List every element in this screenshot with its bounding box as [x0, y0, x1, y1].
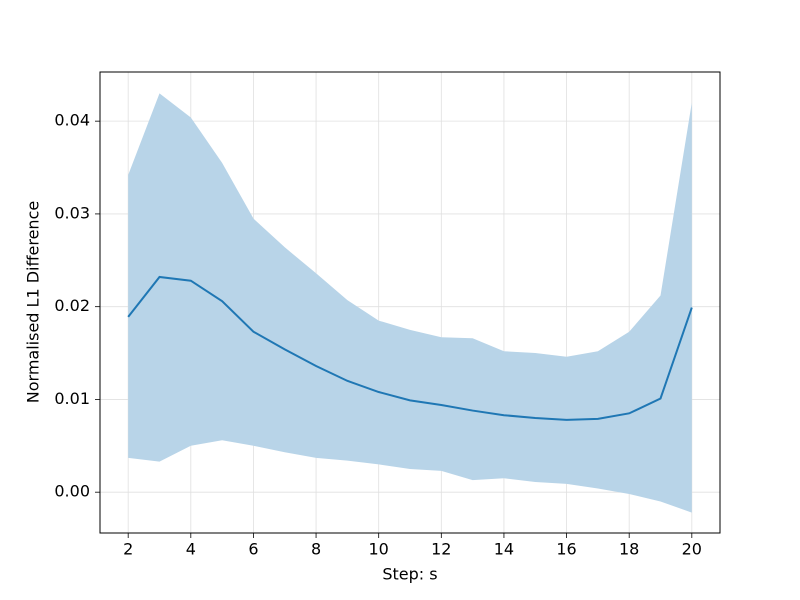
x-tick-label: 12	[431, 540, 451, 559]
plot	[127, 93, 693, 513]
y-tick-label: 0.04	[54, 111, 90, 130]
x-tick-label: 16	[556, 540, 576, 559]
y-tick-label: 0.03	[54, 203, 90, 222]
band	[128, 93, 692, 513]
y-axis-label: Normalised L1 Difference	[24, 201, 43, 403]
plot-frame	[99, 71, 721, 534]
line	[127, 275, 693, 421]
x-tick-label: 14	[494, 540, 514, 559]
y-tick-label: 0.00	[54, 482, 90, 501]
x-tick-label: 8	[311, 540, 321, 559]
y-tick-label: 0.01	[54, 389, 90, 408]
x-tick-label: 20	[682, 540, 702, 559]
x-tick-label: 18	[619, 540, 639, 559]
x-tick-label: 2	[123, 540, 133, 559]
x-tick-label: 6	[248, 540, 258, 559]
y-tick-label: 0.02	[54, 296, 90, 315]
x-tick-label: 4	[186, 540, 196, 559]
x-tick-label: 10	[369, 540, 389, 559]
x-axis-label: Step: s	[382, 565, 437, 584]
